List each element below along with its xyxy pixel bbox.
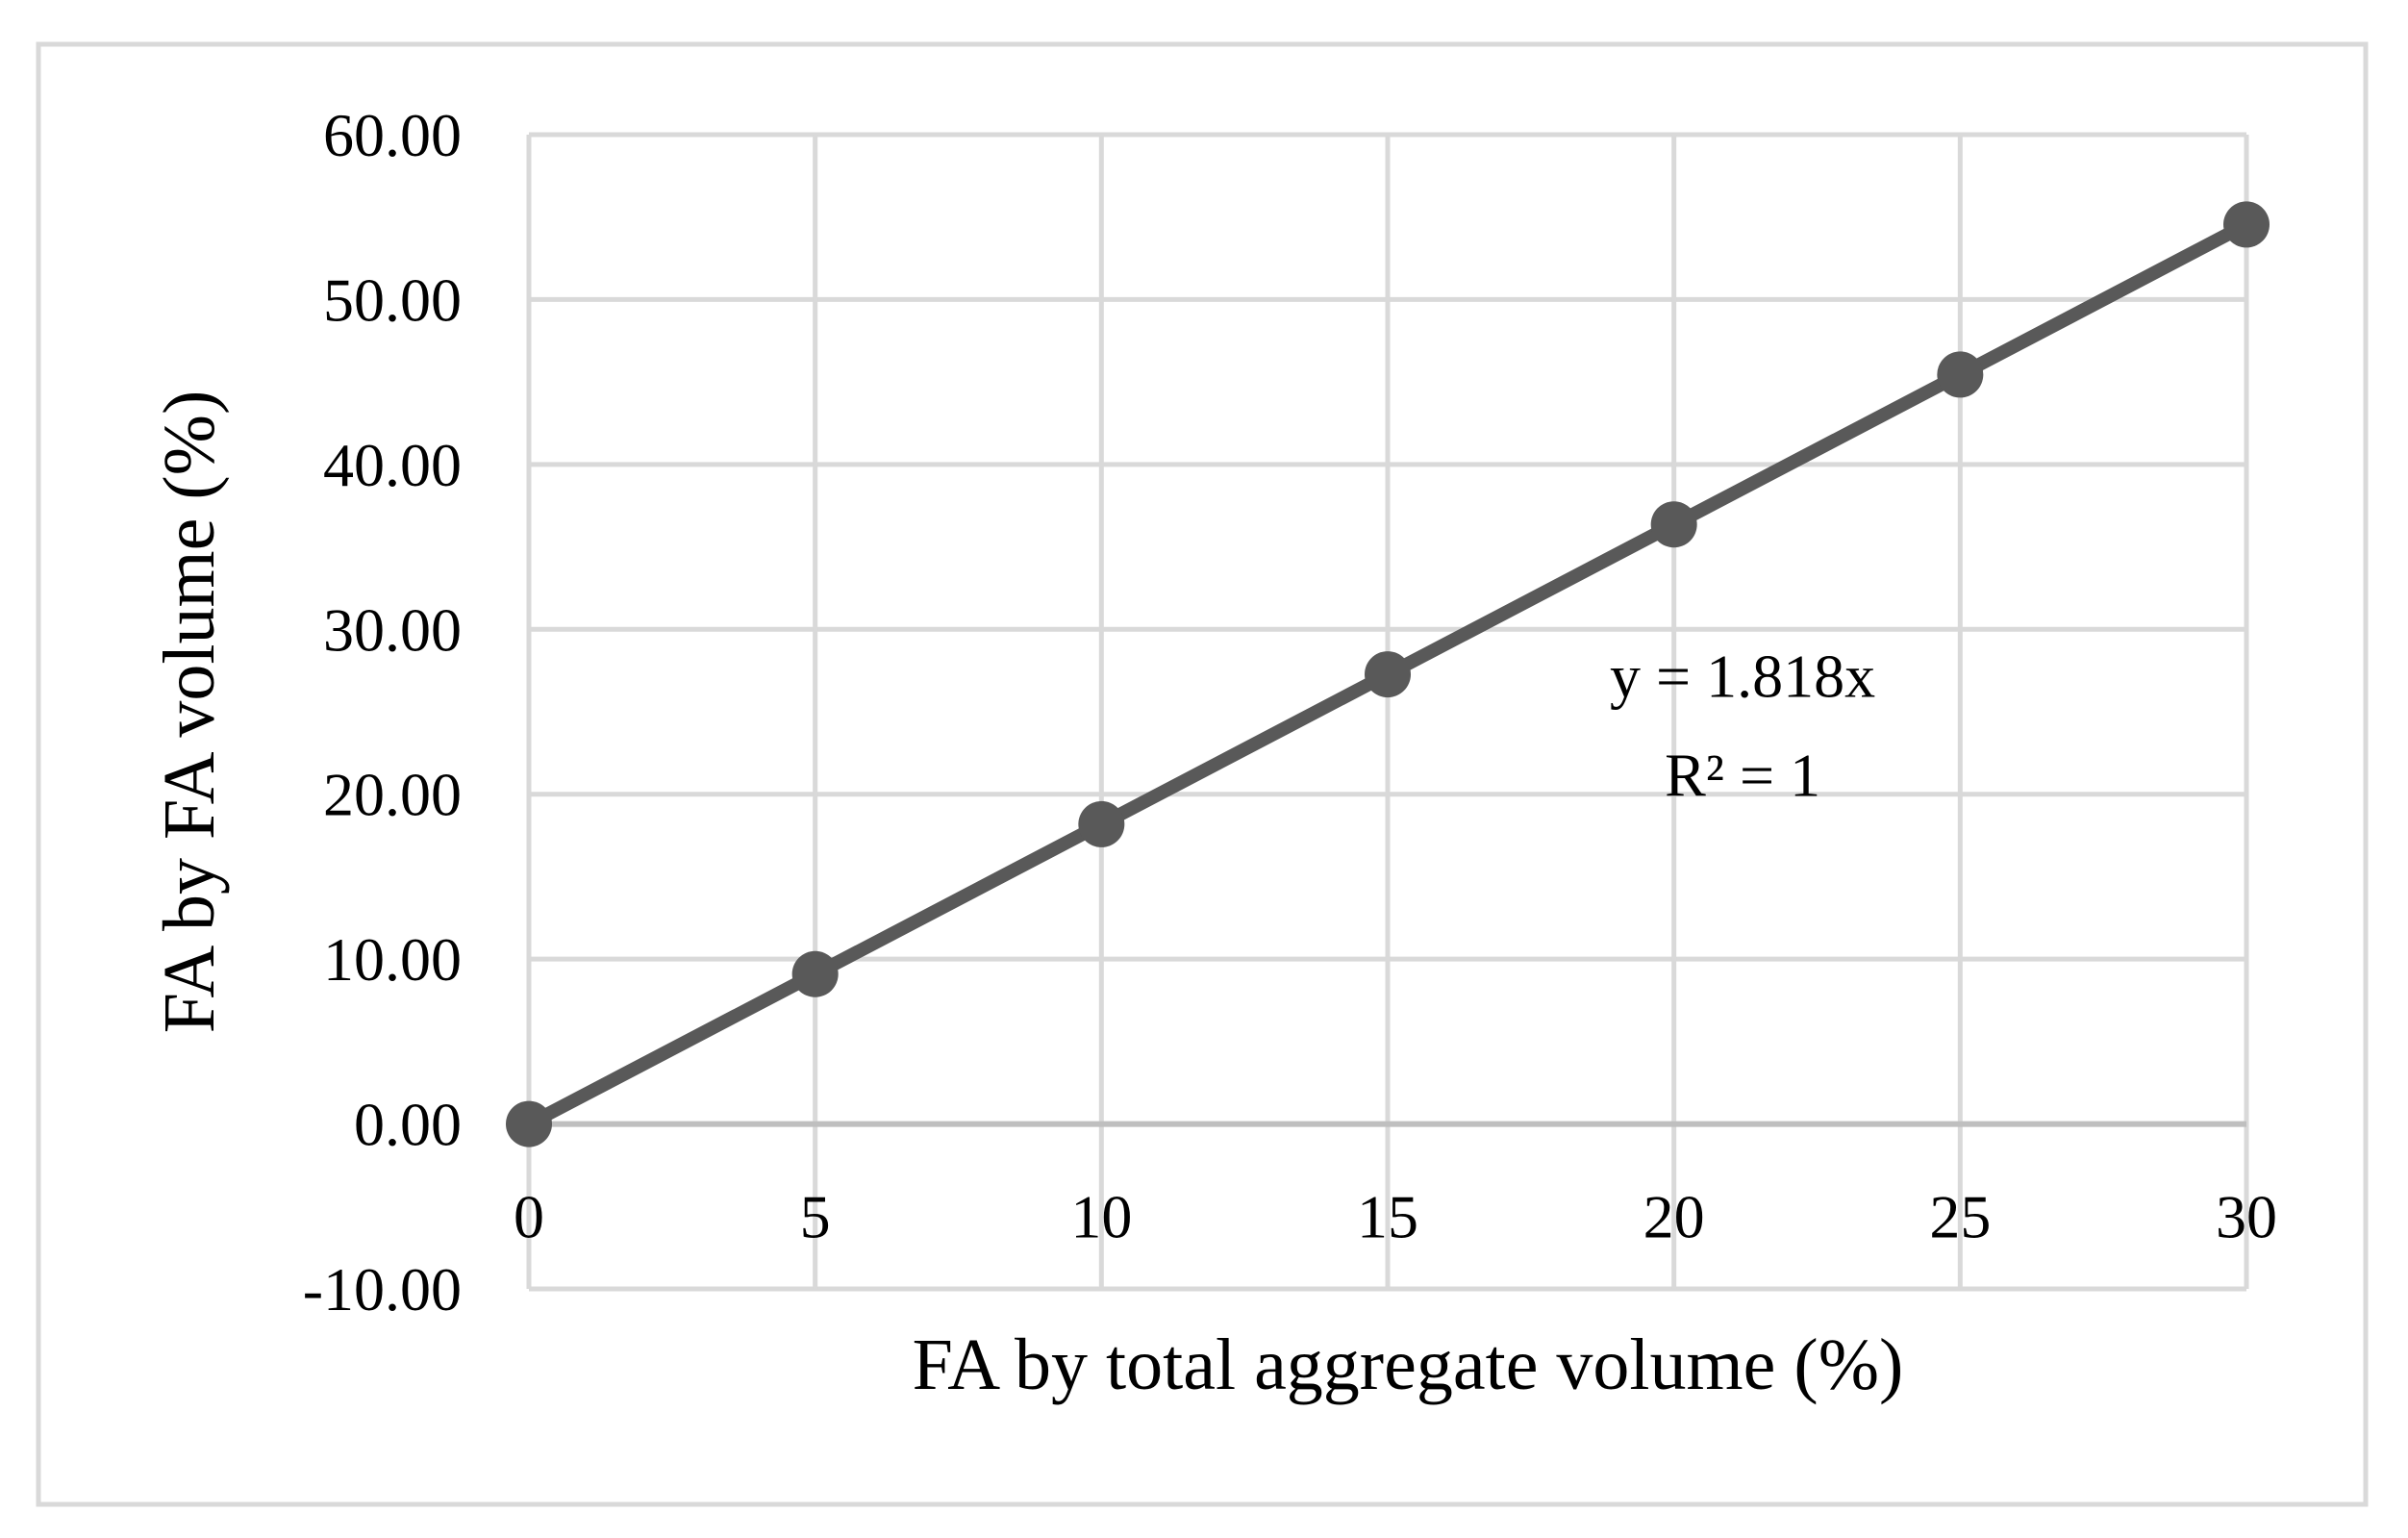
y-tick-label: 40.00 <box>323 431 462 499</box>
y-tick-label: 50.00 <box>323 265 462 334</box>
y-tick-label: 30.00 <box>323 595 462 664</box>
x-tick-label: 0 <box>514 1183 544 1251</box>
y-tick-label: 60.00 <box>323 101 462 169</box>
y-tick-label: 20.00 <box>323 761 462 829</box>
tick-label-layer: -10.00 0.00 10.00 20.00 30.00 40.00 50.00 60.00… <box>303 101 2277 1324</box>
x-tick-label: 20 <box>1643 1183 1705 1251</box>
x-tick-label: 5 <box>800 1183 831 1251</box>
y-tick-label: 10.00 <box>323 925 462 994</box>
x-axis-title: FA by total aggregate volume (%) <box>913 1324 1904 1405</box>
x-tick-label: 25 <box>1929 1183 1991 1251</box>
trendline-equation: y = 1.818x <box>1610 643 1875 711</box>
data-point <box>1365 651 1411 698</box>
data-point <box>1078 800 1125 847</box>
x-tick-label: 15 <box>1357 1183 1418 1251</box>
annotation-layer: y = 1.818x R² = 1 <box>1610 643 1875 810</box>
y-tick-label: 0.00 <box>354 1091 462 1159</box>
x-tick-label: 10 <box>1070 1183 1132 1251</box>
data-point <box>791 950 839 997</box>
x-tick-label: 30 <box>2216 1183 2277 1251</box>
data-point <box>506 1100 552 1147</box>
r-squared-label: R² = 1 <box>1665 741 1820 809</box>
y-tick-label: -10.00 <box>303 1255 462 1324</box>
data-point <box>1937 351 1984 398</box>
data-point <box>2223 201 2270 248</box>
series-layer <box>506 201 2270 1147</box>
y-axis-title: FA by FA volume (%) <box>149 391 230 1034</box>
data-point <box>1650 501 1697 548</box>
